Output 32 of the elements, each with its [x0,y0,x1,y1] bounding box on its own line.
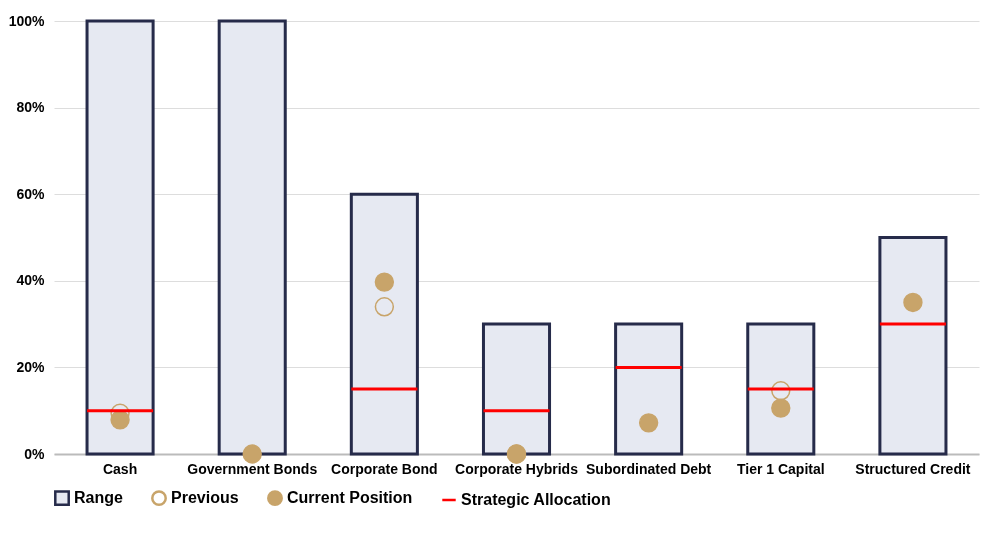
x-tick-label: Structured Credit [855,460,971,477]
y-tick-label: 0% [24,445,46,462]
legend-label: Previous [171,489,239,507]
point [242,444,262,464]
point [110,410,130,430]
y-tick-label: 100% [8,12,46,29]
bar [481,322,552,456]
point [374,272,395,292]
x-tick-label: Government Bonds [187,460,318,477]
point [903,292,923,313]
bar [217,19,287,456]
point [771,398,791,418]
x-tick-label: Subordinated Debt [586,460,712,477]
y-tick-label: 40% [16,272,46,289]
x-tick-label: Tier 1 Capital [736,460,825,477]
bar [85,19,155,456]
point [374,297,395,317]
x-tick-label: Corporate Bond [331,460,438,477]
bar [349,192,419,456]
x-tick-label: Corporate Hybrids [455,460,579,477]
y-tick-label: 60% [16,185,46,202]
bar [746,322,816,456]
point [638,413,659,433]
point [771,381,791,401]
x-tick-label: Cash [102,460,138,477]
bar [614,322,684,456]
legend-label: Range [74,489,123,507]
legend-label: Current Position [287,489,413,507]
y-tick-label: 20% [16,358,46,375]
legend-label: Strategic Allocation [461,491,611,508]
y-tick-label: 80% [16,99,46,116]
bar [878,236,948,456]
